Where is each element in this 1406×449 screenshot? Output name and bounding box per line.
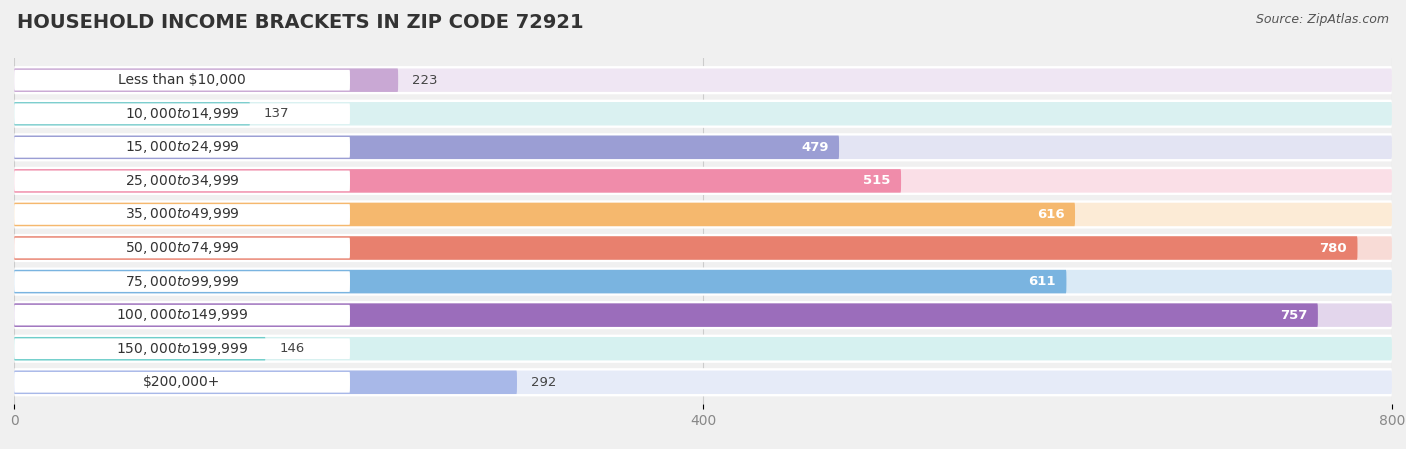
Text: 292: 292 — [531, 376, 557, 389]
Text: $200,000+: $200,000+ — [143, 375, 221, 389]
Text: $25,000 to $34,999: $25,000 to $34,999 — [125, 173, 239, 189]
FancyBboxPatch shape — [14, 372, 350, 392]
FancyBboxPatch shape — [14, 103, 350, 124]
FancyBboxPatch shape — [14, 304, 1317, 327]
FancyBboxPatch shape — [14, 102, 250, 126]
FancyBboxPatch shape — [14, 271, 350, 292]
FancyBboxPatch shape — [14, 236, 1358, 260]
Text: $35,000 to $49,999: $35,000 to $49,999 — [125, 207, 239, 222]
Text: $75,000 to $99,999: $75,000 to $99,999 — [125, 273, 239, 290]
FancyBboxPatch shape — [14, 370, 1392, 394]
Text: $50,000 to $74,999: $50,000 to $74,999 — [125, 240, 239, 256]
FancyBboxPatch shape — [14, 301, 1392, 329]
FancyBboxPatch shape — [14, 202, 1392, 226]
FancyBboxPatch shape — [14, 236, 1392, 260]
Text: Less than $10,000: Less than $10,000 — [118, 73, 246, 87]
FancyBboxPatch shape — [14, 337, 266, 361]
FancyBboxPatch shape — [14, 169, 1392, 193]
FancyBboxPatch shape — [14, 270, 1392, 293]
FancyBboxPatch shape — [14, 136, 839, 159]
Text: $10,000 to $14,999: $10,000 to $14,999 — [125, 106, 239, 122]
Text: $100,000 to $149,999: $100,000 to $149,999 — [115, 307, 249, 323]
Text: 223: 223 — [412, 74, 437, 87]
FancyBboxPatch shape — [14, 171, 350, 191]
FancyBboxPatch shape — [14, 137, 350, 158]
FancyBboxPatch shape — [14, 136, 1392, 159]
Text: 780: 780 — [1320, 242, 1347, 255]
FancyBboxPatch shape — [14, 270, 1066, 293]
FancyBboxPatch shape — [14, 238, 350, 258]
Text: 146: 146 — [280, 342, 305, 355]
FancyBboxPatch shape — [14, 169, 901, 193]
Text: 616: 616 — [1038, 208, 1064, 221]
Text: 611: 611 — [1029, 275, 1056, 288]
FancyBboxPatch shape — [14, 167, 1392, 195]
FancyBboxPatch shape — [14, 337, 1392, 361]
FancyBboxPatch shape — [14, 66, 1392, 94]
Text: Source: ZipAtlas.com: Source: ZipAtlas.com — [1256, 13, 1389, 26]
Text: $150,000 to $199,999: $150,000 to $199,999 — [115, 341, 249, 357]
FancyBboxPatch shape — [14, 304, 1392, 327]
FancyBboxPatch shape — [14, 68, 398, 92]
Text: $15,000 to $24,999: $15,000 to $24,999 — [125, 139, 239, 155]
Text: 757: 757 — [1281, 308, 1308, 321]
FancyBboxPatch shape — [14, 202, 1076, 226]
FancyBboxPatch shape — [14, 370, 517, 394]
FancyBboxPatch shape — [14, 339, 350, 359]
FancyBboxPatch shape — [14, 68, 1392, 92]
FancyBboxPatch shape — [14, 102, 1392, 126]
FancyBboxPatch shape — [14, 200, 1392, 229]
Text: 479: 479 — [801, 141, 828, 154]
FancyBboxPatch shape — [14, 133, 1392, 162]
Text: 515: 515 — [863, 174, 891, 187]
Text: 137: 137 — [264, 107, 290, 120]
FancyBboxPatch shape — [14, 335, 1392, 363]
FancyBboxPatch shape — [14, 204, 350, 225]
Text: HOUSEHOLD INCOME BRACKETS IN ZIP CODE 72921: HOUSEHOLD INCOME BRACKETS IN ZIP CODE 72… — [17, 13, 583, 32]
FancyBboxPatch shape — [14, 100, 1392, 128]
FancyBboxPatch shape — [14, 368, 1392, 396]
FancyBboxPatch shape — [14, 234, 1392, 262]
FancyBboxPatch shape — [14, 268, 1392, 296]
FancyBboxPatch shape — [14, 70, 350, 91]
FancyBboxPatch shape — [14, 305, 350, 326]
